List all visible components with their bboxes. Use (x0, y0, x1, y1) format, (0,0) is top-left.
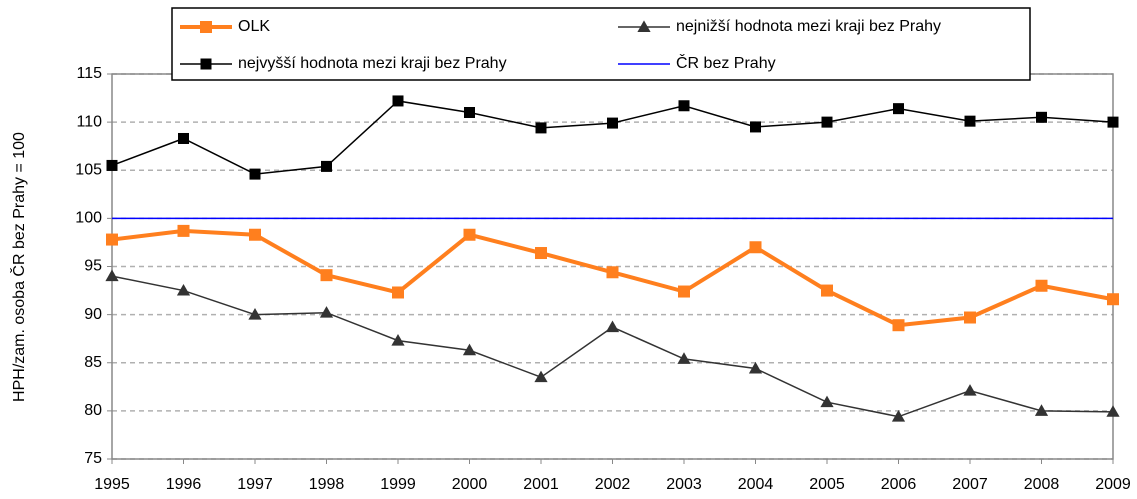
y-tick-label: 75 (84, 450, 102, 467)
point (606, 266, 619, 279)
point (1107, 116, 1119, 128)
x-tick-label: 2009 (1095, 476, 1131, 493)
x-tick-label: 2004 (738, 476, 774, 493)
x-tick-label: 2007 (952, 476, 988, 493)
series-line (111, 100, 1114, 175)
x-tick-label: 2008 (1024, 476, 1060, 493)
y-tick-label: 80 (84, 402, 102, 419)
point (607, 117, 618, 129)
point (462, 343, 477, 356)
y-tick-label: 115 (76, 65, 102, 82)
point (749, 241, 762, 254)
point (748, 361, 763, 374)
point (392, 95, 404, 107)
x-tick-label: 1999 (380, 476, 416, 493)
point (535, 122, 547, 134)
point (535, 247, 547, 260)
point (892, 319, 905, 332)
point (1106, 405, 1120, 417)
point (750, 121, 761, 133)
point (249, 228, 261, 241)
x-tick-label: 1996 (166, 476, 202, 493)
y-tick-label: 85 (84, 354, 102, 371)
point (319, 306, 334, 318)
legend-label: nejnižší hodnota mezi kraji bez Prahy (676, 18, 941, 35)
x-tick-label: 2005 (809, 476, 845, 493)
x-tick-label: 1997 (237, 476, 273, 493)
point (964, 115, 976, 127)
point (821, 116, 833, 128)
point (391, 334, 405, 346)
y-axis-label: HPH/zam. osoba ČR bez Prahy = 100 (9, 132, 28, 402)
point (678, 285, 690, 298)
y-tick-label: 100 (75, 210, 102, 227)
legend-marker (200, 58, 212, 70)
point (893, 103, 904, 115)
point (392, 286, 404, 299)
point (534, 370, 548, 383)
legend-marker (200, 21, 212, 33)
y-tick-label: 95 (84, 258, 102, 275)
point (249, 168, 261, 180)
point (820, 395, 834, 408)
point (1035, 279, 1048, 292)
point (106, 159, 118, 171)
x-tick-label: 2003 (666, 476, 702, 493)
point (321, 160, 332, 172)
y-tick-label: 90 (84, 306, 102, 323)
point (176, 283, 191, 296)
point (964, 311, 976, 324)
point (677, 352, 691, 364)
point (178, 132, 189, 144)
x-tick-label: 1995 (94, 476, 130, 493)
point (463, 228, 476, 241)
legend-marker (637, 20, 651, 32)
x-tick-label: 1998 (309, 476, 345, 493)
point (320, 269, 333, 282)
y-tick-label: 105 (75, 161, 102, 178)
series-line (111, 275, 1114, 418)
point (177, 224, 190, 237)
legend-box (171, 7, 1031, 81)
point (464, 107, 475, 118)
x-tick-label: 2006 (881, 476, 917, 493)
point (248, 308, 262, 320)
point (605, 320, 620, 333)
point (1107, 293, 1119, 306)
x-tick-label: 2001 (523, 476, 559, 493)
x-tick-label: 2002 (595, 476, 631, 493)
point (1034, 404, 1049, 416)
legend-label: OLK (238, 18, 270, 35)
point (1036, 111, 1047, 123)
point (963, 384, 977, 396)
x-tick-label: 2000 (452, 476, 488, 493)
point (105, 269, 119, 282)
point (821, 284, 833, 297)
y-tick-label: 110 (76, 113, 102, 130)
point (106, 233, 118, 246)
legend-label: nejvyšší hodnota mezi kraji bez Prahy (238, 55, 507, 72)
point (678, 100, 690, 112)
point (891, 410, 906, 422)
legend-label: ČR bez Prahy (676, 53, 776, 72)
